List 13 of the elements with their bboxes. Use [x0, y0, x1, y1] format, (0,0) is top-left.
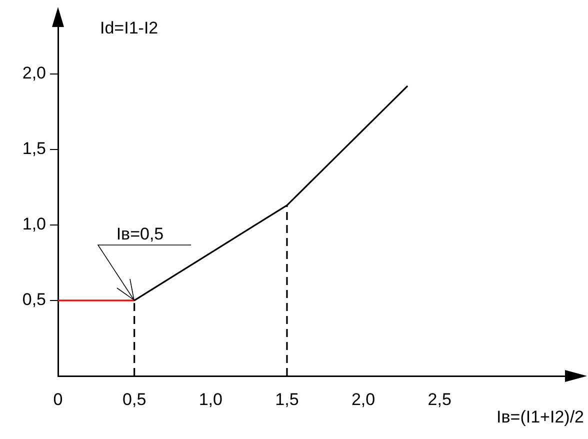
annotation: Iв=0,5	[116, 224, 164, 244]
x-tick-label: 0	[53, 390, 63, 409]
y-tick-label: 1,5	[22, 139, 46, 158]
y-tick-label: 0,5	[22, 290, 46, 310]
x-tick-label: 1,5	[275, 390, 299, 409]
y-axis-title: Id=I1-I2	[100, 18, 158, 38]
x-tick-label: 0,5	[122, 390, 146, 409]
y-tick-label: 1,0	[22, 214, 46, 234]
x-axis-title: Iв=(I1+I2)/2	[496, 408, 584, 427]
x-tick-label: 2,5	[428, 390, 452, 409]
y-tick-label: 2,0	[22, 64, 46, 83]
x-tick-label: 1,0	[198, 390, 222, 409]
x-tick-label: 2,0	[351, 390, 376, 409]
